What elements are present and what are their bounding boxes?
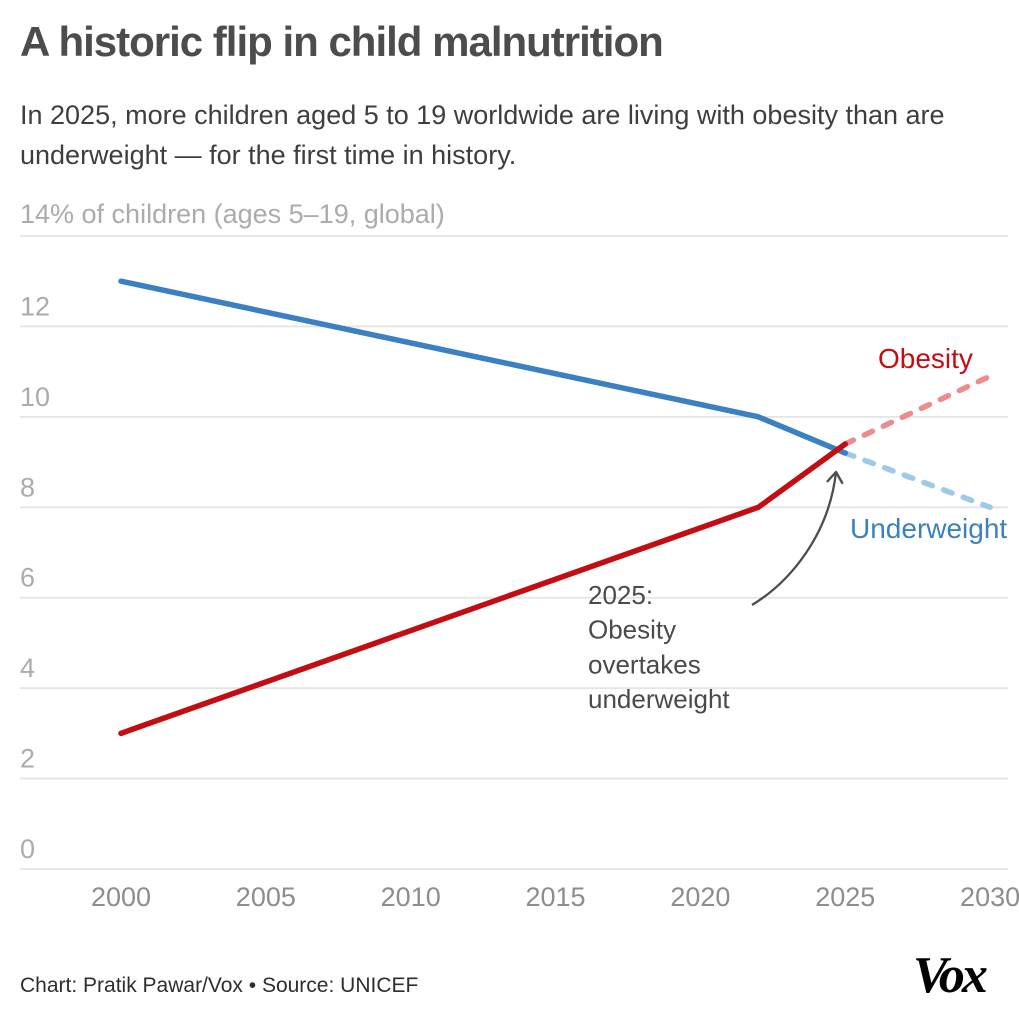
- y-axis-unit-label: 14% of children (ages 5–19, global): [20, 199, 445, 229]
- x-tick-label: 2005: [236, 882, 296, 912]
- x-tick-label: 2020: [670, 882, 730, 912]
- x-tick-label: 2015: [526, 882, 586, 912]
- obesity-series-label: Obesity: [878, 343, 973, 374]
- annotation-line: Obesity: [588, 615, 676, 645]
- underweight-projected-line: [842, 450, 993, 511]
- annotation: 2025: Obesity overtakes underweight: [588, 470, 844, 714]
- x-tick-label: 2010: [381, 882, 441, 912]
- chart-title: A historic flip in child malnutrition: [20, 18, 664, 65]
- footer-credit: Chart: Pratik Pawar/Vox • Source: UNICEF: [20, 974, 419, 997]
- x-tick-label: 2000: [91, 882, 151, 912]
- underweight-line: [118, 278, 848, 456]
- annotation-arrow: [751, 470, 844, 606]
- obesity-line: [118, 441, 848, 737]
- y-tick-label: 6: [20, 563, 35, 593]
- y-tick-label: 8: [20, 472, 35, 502]
- gridlines: [20, 235, 1008, 870]
- x-tick-label: 2030: [960, 882, 1019, 912]
- y-tick-label: 2: [20, 744, 35, 774]
- obesity-projected-line: [842, 373, 993, 447]
- x-tick-label: 2025: [815, 882, 875, 912]
- annotation-line: overtakes: [588, 649, 701, 679]
- annotation-line: underweight: [588, 684, 730, 714]
- vox-logo: Vox: [913, 947, 988, 1004]
- underweight-series-label: Underweight: [850, 513, 1007, 544]
- y-tick-label: 12: [20, 291, 50, 321]
- axis-and-series-labels: 14% of children (ages 5–19, global) 12 10 8…: [20, 199, 1019, 912]
- y-tick-label: 10: [20, 382, 50, 412]
- chart-subtitle: In 2025, more children aged 5 to 19 worl…: [20, 100, 945, 170]
- data-lines: [118, 278, 993, 737]
- y-tick-label: 0: [20, 834, 35, 864]
- y-tick-label: 4: [20, 653, 35, 683]
- annotation-line: 2025:: [588, 580, 653, 610]
